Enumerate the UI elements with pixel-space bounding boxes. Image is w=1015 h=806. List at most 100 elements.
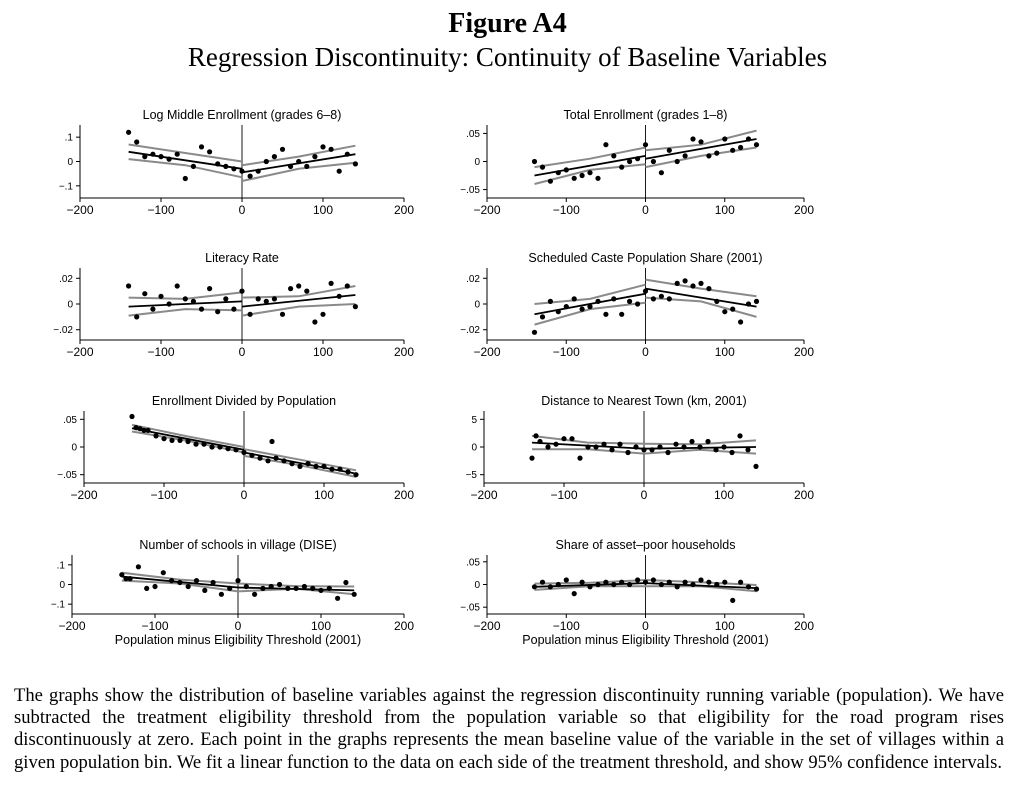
figure-caption: The graphs show the distribution of base…: [14, 685, 1004, 773]
data-point: [310, 585, 316, 592]
x-tick-label: 100: [715, 203, 735, 217]
figure-title: Figure A4: [448, 8, 567, 39]
y-tick-label: −.1: [51, 600, 66, 611]
x-tick-label: 0: [239, 203, 246, 217]
ci-right-upper: [241, 285, 356, 299]
ci-right-upper: [645, 129, 757, 152]
data-point: [289, 461, 295, 467]
data-point: [269, 438, 275, 445]
data-point: [133, 425, 139, 431]
data-point: [201, 441, 207, 447]
data-point: [698, 280, 704, 286]
data-point: [682, 153, 688, 159]
chart-panel-5: Enrollment Divided by Population −200 −100…: [57, 394, 414, 502]
x-tick-label: −100: [553, 203, 580, 217]
data-point: [141, 427, 147, 433]
x-tick-label: 200: [794, 345, 814, 359]
data-point: [352, 304, 358, 310]
data-point: [547, 584, 554, 590]
data-point: [215, 309, 221, 315]
data-point: [150, 151, 156, 157]
data-point: [198, 306, 205, 312]
chart-panel-2: Total Enrollment (grades 1–8) −200 −100 0 10…: [460, 108, 814, 217]
data-point: [617, 441, 623, 447]
data-point: [697, 444, 703, 450]
data-point: [531, 584, 538, 590]
data-point: [745, 136, 752, 142]
data-point: [753, 586, 760, 592]
ci-right-lower: [645, 146, 757, 169]
data-point: [312, 319, 318, 325]
ci-left-upper: [121, 571, 239, 585]
data-point: [239, 168, 245, 174]
data-point: [658, 293, 665, 299]
x-tick-label: −100: [147, 203, 174, 217]
ci-left-lower: [128, 158, 243, 179]
data-point: [579, 172, 585, 179]
data-point: [698, 139, 704, 145]
data-point: [587, 170, 593, 176]
data-point: [627, 581, 633, 588]
data-point: [730, 306, 736, 312]
data-point: [619, 579, 625, 585]
data-point: [603, 311, 609, 317]
data-point: [217, 444, 223, 450]
x-tick-label: 0: [239, 345, 246, 359]
fit-line-right: [241, 294, 356, 308]
data-point: [134, 139, 140, 145]
y-tick-label: 0: [471, 443, 477, 454]
data-point: [539, 579, 546, 585]
x-tick-label: −100: [150, 488, 177, 502]
data-point: [690, 136, 696, 142]
data-point: [690, 283, 696, 289]
data-point: [223, 163, 229, 169]
data-point: [271, 154, 277, 160]
data-point: [273, 455, 279, 461]
chart-panel-4: Scheduled Caste Population Share (2001) −…: [460, 251, 814, 359]
data-point: [674, 280, 680, 286]
ci-right-upper: [243, 448, 357, 472]
data-point: [658, 170, 665, 176]
data-point: [190, 298, 196, 304]
data-point: [745, 447, 751, 453]
data-point: [336, 293, 342, 299]
data-point: [247, 311, 253, 317]
data-point: [239, 288, 245, 294]
data-point: [563, 304, 569, 310]
data-point: [545, 444, 551, 450]
data-point: [142, 154, 148, 160]
ci-right-lower: [241, 303, 356, 317]
y-tick-label: −5: [466, 470, 478, 481]
data-point: [531, 158, 538, 165]
data-point: [587, 584, 593, 590]
data-point: [271, 296, 277, 302]
ci-right-upper: [645, 278, 757, 298]
data-point: [682, 579, 688, 585]
x-tick-label: 200: [394, 488, 414, 502]
data-point: [713, 447, 719, 453]
x-tick-label: −200: [66, 345, 93, 359]
data-point: [279, 146, 286, 152]
data-point: [233, 447, 239, 453]
x-tick-label: 0: [235, 619, 242, 633]
data-point: [305, 461, 311, 467]
data-point: [198, 144, 205, 150]
x-tick-label: 100: [314, 488, 334, 502]
data-point: [263, 298, 269, 304]
data-point: [729, 449, 735, 456]
chart-title: Number of schools in village (DISE): [139, 538, 336, 552]
data-point: [753, 142, 760, 148]
data-point: [174, 283, 180, 289]
ci-right-upper: [643, 439, 757, 446]
data-point: [627, 158, 633, 165]
data-point: [320, 311, 326, 317]
data-point: [185, 583, 191, 590]
x-tick-label: −100: [147, 345, 174, 359]
x-tick-label: 0: [642, 203, 649, 217]
data-point: [231, 166, 237, 172]
data-point: [595, 581, 601, 588]
data-point: [343, 579, 349, 586]
data-point: [619, 164, 625, 170]
fit-line-right: [645, 287, 757, 308]
data-point: [706, 153, 712, 159]
